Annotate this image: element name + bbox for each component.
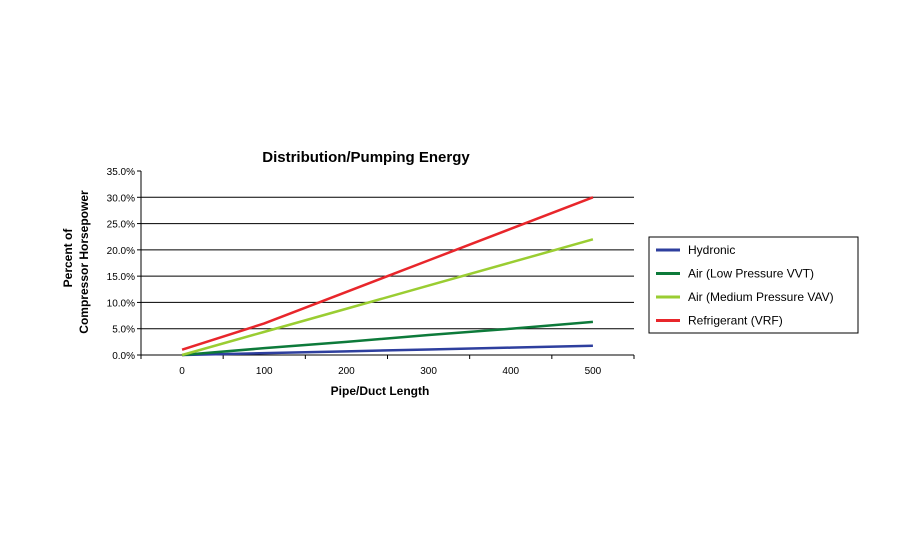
- y-tick-label: 15.0%: [107, 272, 135, 283]
- x-tick-label: 0: [179, 366, 185, 377]
- y-tick-label: 30.0%: [107, 193, 135, 204]
- y-tick-label: 5.0%: [112, 325, 135, 336]
- series-line-3: [181, 196, 594, 351]
- legend-label: Air (Medium Pressure VAV): [688, 290, 834, 304]
- y-axis-label-line2: Compressor Horsepower: [77, 190, 91, 334]
- y-tick-label: 25.0%: [107, 220, 135, 231]
- x-tick-label: 300: [420, 366, 437, 377]
- x-tick-label: 100: [256, 366, 273, 377]
- y-tick-label: 10.0%: [107, 298, 135, 309]
- legend-box: [648, 236, 859, 334]
- legend-label: Hydronic: [688, 243, 735, 257]
- series-line-1: [181, 320, 594, 357]
- chart-title: Distribution/Pumping Energy: [262, 149, 470, 166]
- x-tick-label: 500: [585, 366, 602, 377]
- legend-label: Refrigerant (VRF): [688, 314, 783, 328]
- x-tick-label: 200: [338, 366, 355, 377]
- series-line-0: [182, 344, 593, 357]
- x-axis-label: Pipe/Duct Length: [331, 384, 430, 398]
- y-axis-label-line1: Percent of: [61, 228, 75, 288]
- y-tick-label: 20.0%: [107, 246, 135, 257]
- y-tick-label: 35.0%: [107, 167, 135, 178]
- x-tick-label: 400: [502, 366, 519, 377]
- y-tick-label: 0.0%: [112, 351, 135, 362]
- series-line-2: [181, 238, 594, 357]
- legend-label: Air (Low Pressure VVT): [688, 267, 814, 281]
